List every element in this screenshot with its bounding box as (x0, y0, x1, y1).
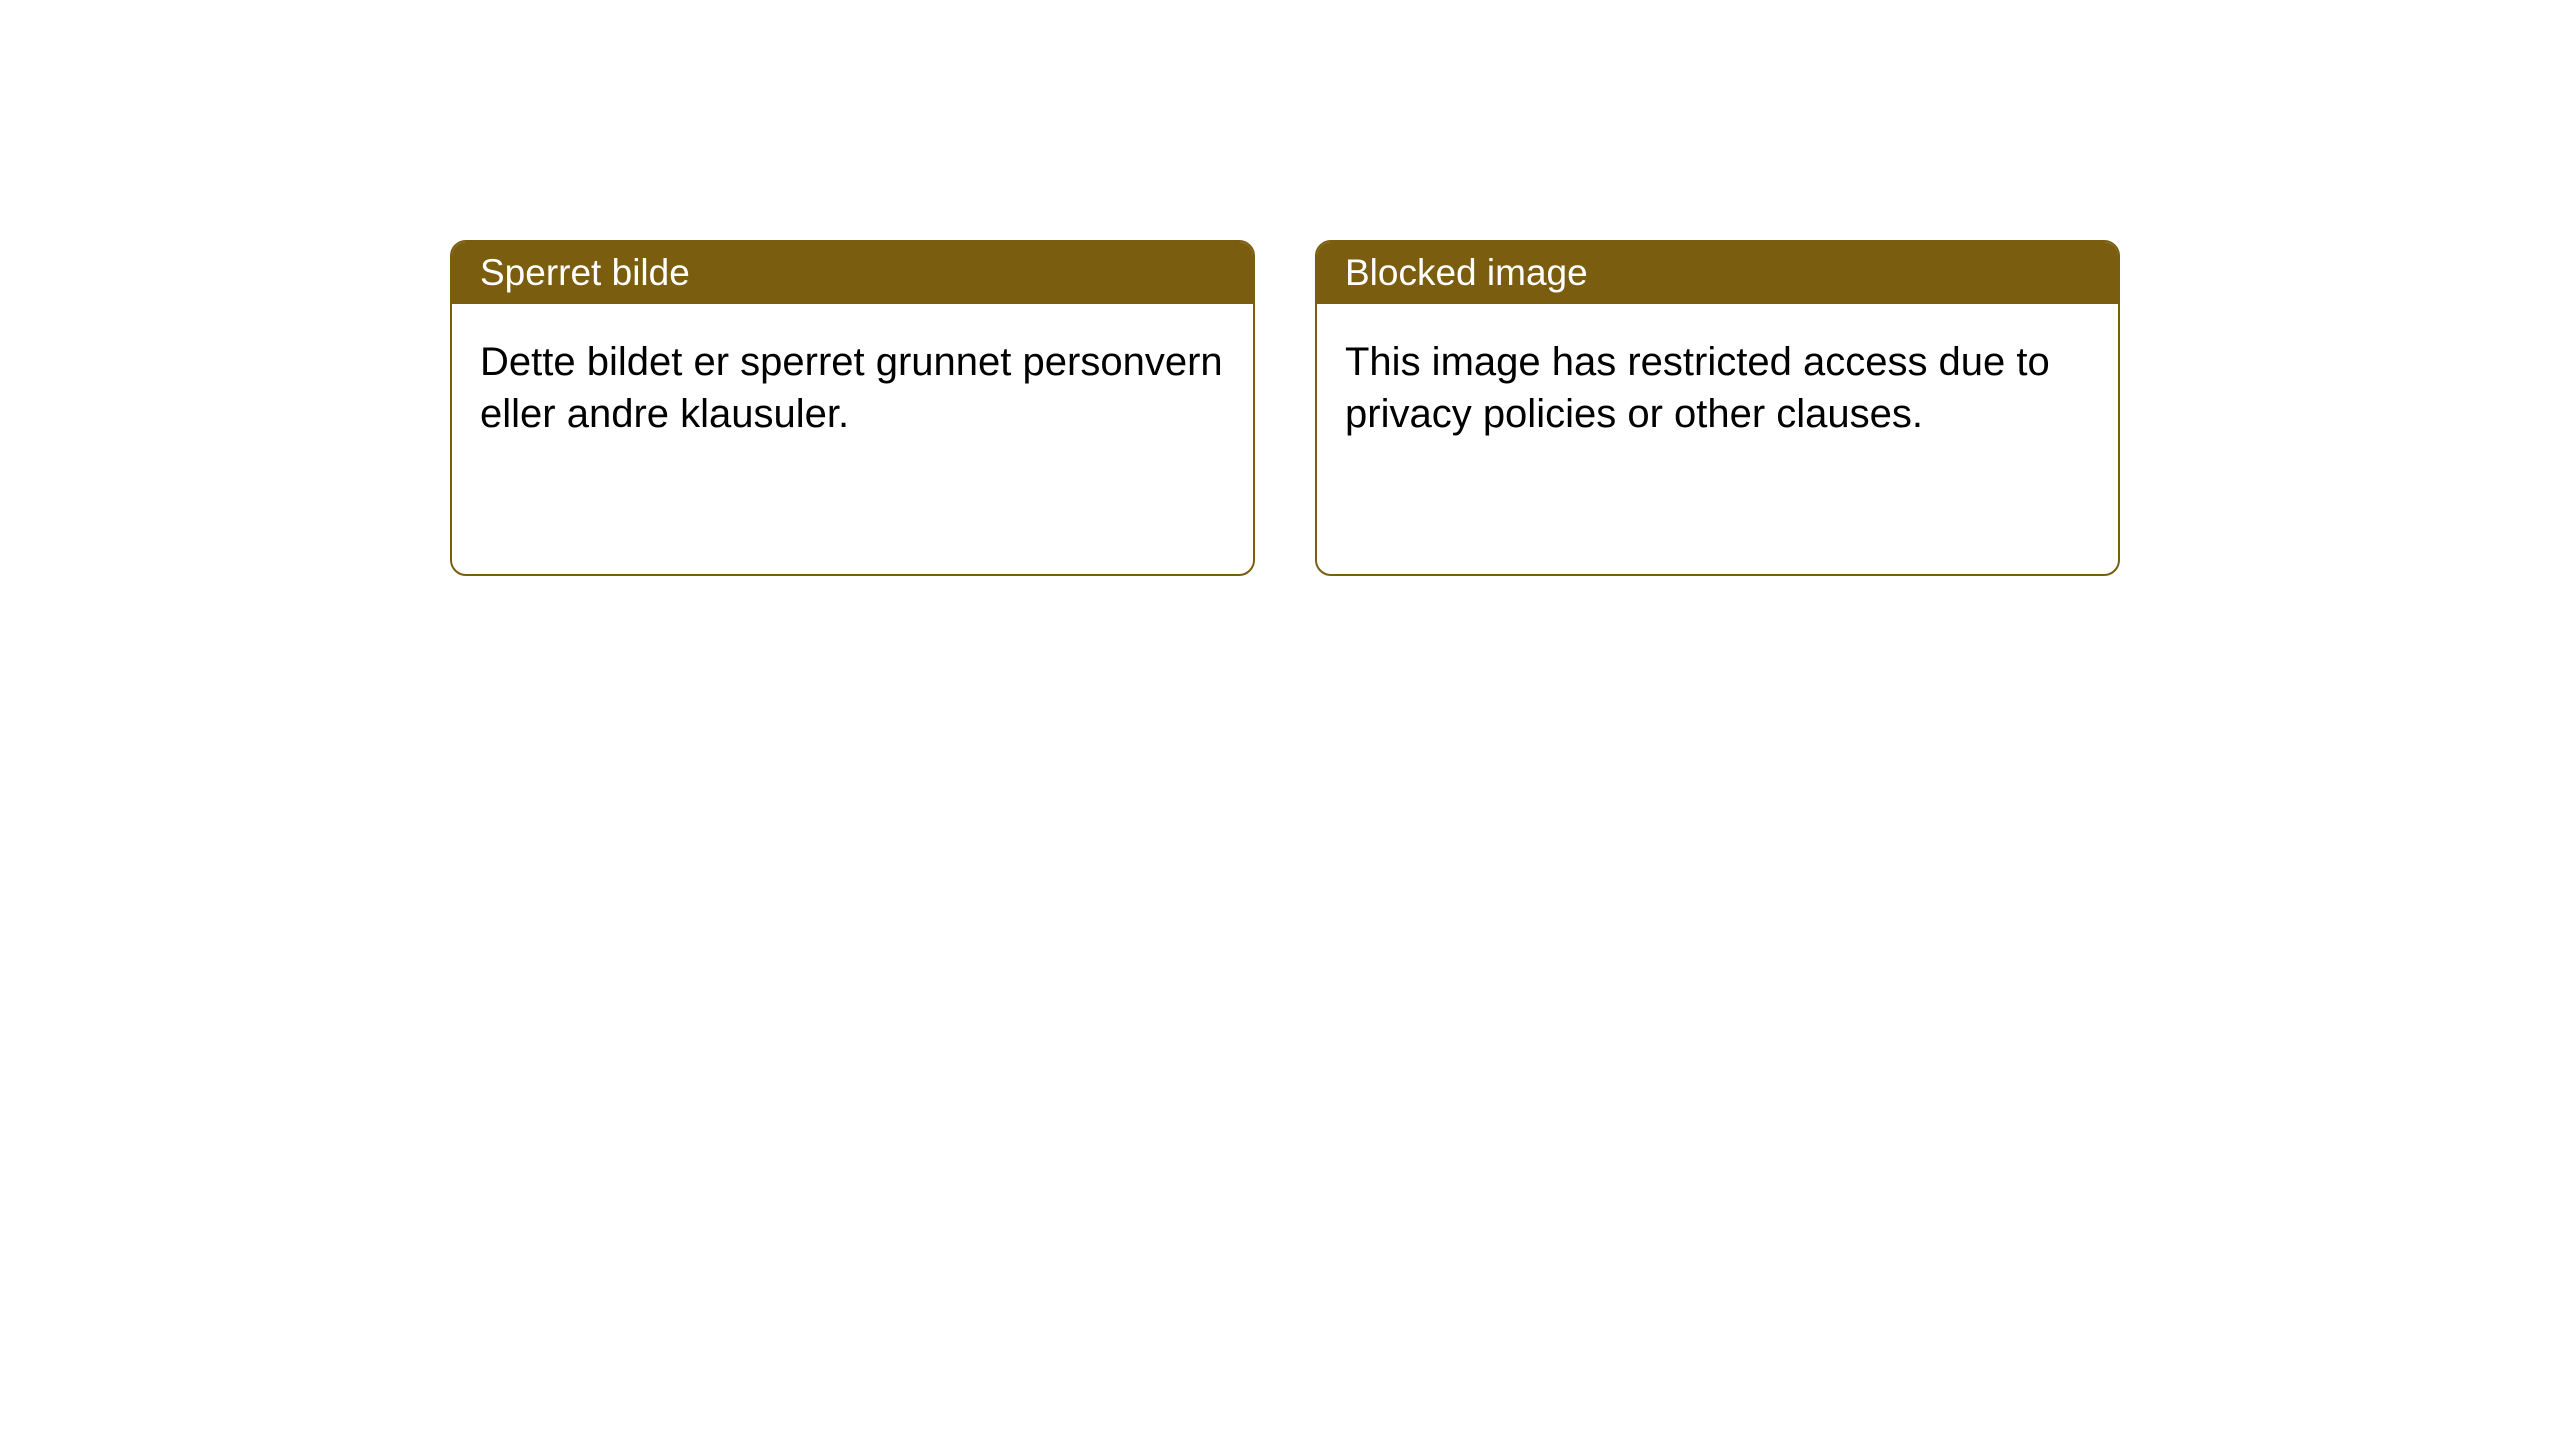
card-message: Dette bildet er sperret grunnet personve… (480, 340, 1223, 436)
card-header: Blocked image (1317, 242, 2118, 304)
card-header: Sperret bilde (452, 242, 1253, 304)
card-message: This image has restricted access due to … (1345, 340, 2050, 436)
card-body: Dette bildet er sperret grunnet personve… (452, 304, 1253, 574)
blocked-image-card-norwegian: Sperret bilde Dette bildet er sperret gr… (450, 240, 1255, 576)
card-title: Blocked image (1345, 252, 1588, 293)
card-container: Sperret bilde Dette bildet er sperret gr… (0, 0, 2560, 576)
blocked-image-card-english: Blocked image This image has restricted … (1315, 240, 2120, 576)
card-title: Sperret bilde (480, 252, 690, 293)
card-body: This image has restricted access due to … (1317, 304, 2118, 574)
